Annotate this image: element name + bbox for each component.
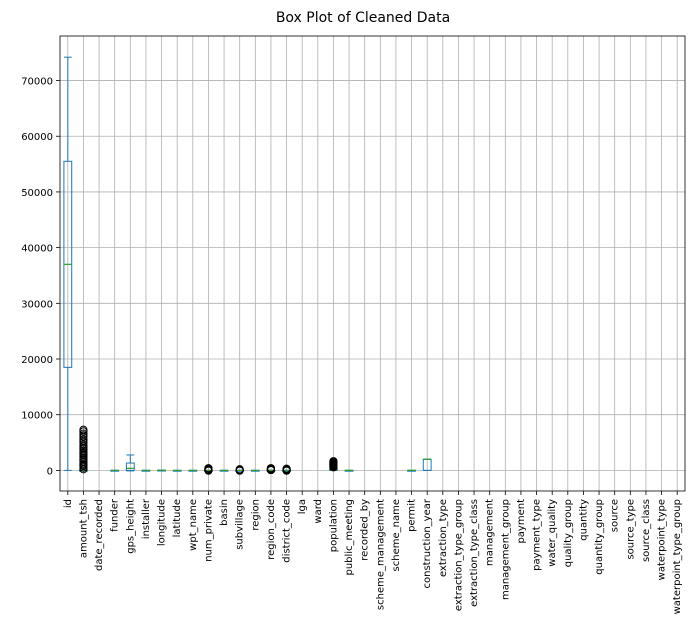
flier-point	[204, 464, 213, 473]
x-tick-label: extraction_type_class	[469, 499, 480, 607]
box-permit	[407, 469, 416, 472]
x-tick-label: permit	[407, 499, 418, 532]
box-population	[329, 457, 338, 472]
flier-point	[235, 465, 244, 474]
x-tick-label: lga	[297, 499, 308, 514]
boxes	[63, 56, 432, 475]
x-tick-label: region_code	[266, 499, 277, 560]
axis-ticks: id amount_tsh date_recorded funder gps_heigh…	[21, 77, 683, 615]
y-tick-label: 60000	[21, 132, 53, 143]
box-iqr	[125, 462, 135, 471]
x-tick-label: recorded_by	[360, 499, 371, 561]
x-tick-label: management_group	[500, 499, 511, 600]
x-tick-label: scheme_management	[375, 499, 386, 610]
x-tick-label: region	[250, 499, 261, 531]
flier-point	[329, 457, 338, 466]
x-tick-label: installer	[141, 498, 152, 539]
box-latitude	[172, 469, 182, 472]
x-tick-label: public_meeting	[344, 499, 355, 576]
x-tick-label: date_recorded	[94, 499, 105, 571]
flier-point	[266, 464, 276, 473]
flier-point	[79, 435, 88, 444]
grid	[60, 36, 685, 491]
x-tick-label: quantity_group	[594, 499, 605, 575]
box-installer	[141, 469, 151, 472]
y-tick-label: 20000	[21, 355, 53, 366]
x-tick-label: ward	[313, 499, 324, 524]
x-tick-label: latitude	[172, 499, 183, 537]
box-amount_tsh	[79, 425, 88, 474]
box-district_code	[282, 464, 291, 475]
x-tick-label: longitude	[157, 499, 168, 546]
x-tick-label: source_type	[625, 499, 636, 560]
x-tick-label: waterpoint_type_group	[672, 499, 683, 614]
y-tick-label: 50000	[21, 188, 53, 199]
x-tick-label: payment_type	[532, 499, 543, 571]
x-tick-label: id	[63, 499, 74, 508]
x-tick-label: source_class	[641, 499, 652, 562]
x-tick-label: construction_year	[422, 498, 433, 588]
flier-point	[79, 425, 88, 434]
x-tick-label: payment	[516, 499, 527, 544]
box-funder	[110, 469, 120, 472]
x-tick-label: num_private	[203, 499, 214, 562]
box-id	[63, 56, 73, 471]
box-subvillage	[235, 465, 245, 475]
plot-frame	[59, 35, 686, 492]
x-tick-label: waterpoint_type	[657, 499, 668, 580]
flier-point	[79, 429, 88, 438]
box-num_private	[204, 464, 213, 475]
x-tick-label: funder	[110, 498, 121, 532]
x-tick-label: quality_group	[563, 499, 574, 567]
x-tick-label: quantity	[578, 499, 589, 541]
y-tick-label: 0	[47, 466, 53, 477]
x-tick-label: amount_tsh	[78, 499, 89, 558]
chart-title: Box Plot of Cleaned Data	[276, 10, 450, 26]
box-wpt_name	[188, 469, 198, 472]
box-region	[250, 469, 260, 472]
x-tick-label: basin	[219, 499, 230, 526]
x-tick-label: management	[485, 499, 496, 566]
box-construction_year	[422, 458, 432, 471]
flier-point	[282, 464, 291, 473]
box-region_code	[266, 464, 276, 475]
y-tick-label: 70000	[21, 77, 53, 88]
box-longitude	[157, 469, 166, 472]
x-tick-label: gps_height	[125, 499, 136, 554]
x-tick-label: extraction_type	[438, 499, 449, 577]
y-tick-label: 40000	[21, 244, 53, 255]
x-tick-label: scheme_name	[391, 499, 402, 571]
x-tick-label: population	[328, 499, 339, 552]
x-tick-label: water_quality	[547, 499, 558, 567]
x-tick-label: source	[610, 499, 621, 532]
x-tick-label: wpt_name	[188, 499, 199, 551]
box-gps_height	[125, 454, 135, 472]
y-tick-label: 30000	[21, 299, 53, 310]
x-tick-label: extraction_type_group	[453, 499, 464, 611]
x-tick-label: subvillage	[235, 499, 246, 550]
y-tick-label: 10000	[21, 411, 53, 422]
x-tick-label: district_code	[282, 499, 293, 563]
flier-point	[79, 440, 88, 449]
box-public_meeting	[344, 469, 354, 472]
box-basin	[219, 469, 229, 472]
